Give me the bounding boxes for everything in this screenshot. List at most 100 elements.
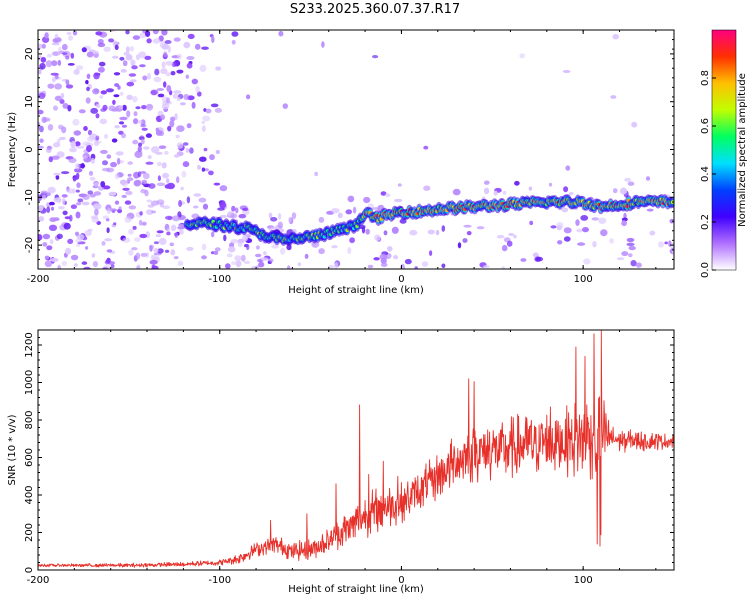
spectrogram-noise-blob [38,205,44,212]
spectrogram-noise-blob [137,146,142,152]
spectrogram-noise-blob [176,96,181,102]
spectrogram-noise-blob [226,253,233,258]
spectrogram-noise-blob [463,224,472,228]
spectrogram-noise-blob [69,214,73,222]
spectrogram-noise-blob [122,104,127,111]
spectrogram-noise-blob [142,172,150,180]
spectrogram-noise-blob [157,175,161,182]
spectrogram-noise-blob [435,229,440,236]
spectrogram-noise-blob [97,66,105,73]
spectrogram-noise-blob [72,30,78,36]
spectrogram-noise-blob [87,190,94,195]
spectrogram-noise-blob [64,216,71,220]
spectrogram-noise-blob [161,30,168,36]
spectrogram-noise-blob [46,206,51,214]
spectrogram-noise-blob [99,95,104,99]
x-tick-label: -100 [208,274,231,285]
spectrogram-noise-blob [337,212,343,219]
spectrogram-noise-blob [139,211,143,216]
spectrogram-noise-blob [291,212,297,220]
spectrogram-noise-blob [223,234,227,242]
spectrogram-noise-blob [664,241,668,245]
spectrogram-noise-blob [155,234,161,238]
spectrogram-noise-blob [111,210,116,214]
spectrogram-noise-blob [124,200,132,205]
spectrogram-noise-blob [62,210,68,216]
spectrogram-noise-blob [38,69,42,75]
spectrogram-noise-blob [180,186,184,191]
spectrogram-noise-blob [156,230,164,234]
spectrogram-noise-blob [157,248,164,254]
spectrogram-noise-blob [621,220,627,227]
spectrogram-noise-blob [138,142,143,147]
spectrogram-noise-blob [141,127,148,131]
spectrogram-noise-blob [421,261,429,267]
spectrogram-noise-blob [133,179,141,187]
spectrogram-noise-blob [164,215,173,220]
spectrogram-noise-blob [67,104,72,112]
spectrogram-noise-blob [363,196,371,204]
spectrogram-noise-blob [630,260,637,267]
spectrogram-noise-blob [173,37,181,42]
spectrogram-noise-blob [135,252,141,260]
spectrogram-noise-blob [231,31,239,37]
spectrogram-noise-blob [51,77,56,83]
spectrogram-noise-blob [372,55,379,59]
spectrogram-noise-blob [131,247,138,251]
spectrogram-noise-blob [201,46,209,50]
spectrogram-noise-blob [278,30,284,37]
spectrogram-noise-blob [106,227,110,234]
spectrogram-noise-blob [624,177,631,182]
spectrogram-noise-blob [48,224,58,231]
spectrogram-noise-blob [176,176,180,184]
spectrogram-y-ticks: 20 10 0 -10 -20 [24,29,674,270]
snr-series-line [38,330,674,568]
spectrogram-x-label: Height of straight line (km) [288,285,424,296]
spectrogram-noise-blob [111,138,118,143]
spectrogram-noise-blob [82,141,90,146]
spectrogram-noise-blob [152,30,159,35]
spectrogram-noise-blob [114,200,120,205]
spectrogram-noise-blob [54,95,63,102]
spectrogram-noise-blob [452,188,461,196]
spectrogram-noise-blob [126,81,135,87]
spectrogram-noise-blob [75,189,80,193]
spectrogram-noise-blob [70,204,77,209]
spectrogram-noise-blob [156,88,165,91]
spectrogram-noise-blob [61,43,68,51]
spectrogram-noise-blob [63,222,71,230]
spectrogram-noise-blob [158,145,167,149]
spectrogram-noise-blob [282,103,288,109]
spectrogram-noise-blob [93,53,99,58]
spectrogram-noise-blob [183,41,191,49]
spectrogram-noise-blob [514,180,520,186]
spectrogram-noise-blob [47,124,54,131]
spectrogram-noise-blob [170,249,176,256]
spectrogram-noise-blob [52,38,60,43]
spectrogram-noise-blob [75,172,80,180]
spectrogram-noise-blob [111,108,119,112]
spectrogram-noise-blob [334,262,339,269]
spectrogram-noise-blob [135,106,141,110]
spectrogram-noise-blob [119,116,128,121]
spectrogram-noise-blob [165,72,171,77]
spectrogram-noise-blob [44,32,49,39]
spectrogram-noise-blob [93,72,100,80]
spectrogram-noise-blob [202,203,209,210]
spectrogram-noise-blob [100,108,107,112]
spectrogram-noise-blob [167,125,172,132]
x-tick-label: -200 [27,274,50,285]
spectrogram-noise-blob [122,187,130,191]
spectrogram-noise-blob [163,51,168,58]
spectrogram-noise-blob [349,237,355,244]
spectrogram-noise-blob [163,81,167,88]
spectrogram-noise-blob [384,193,391,198]
spectrogram-noise-blob [85,246,89,250]
spectrogram-noise-blob [95,104,101,108]
spectrogram-noise-blob [256,245,260,250]
spectrogram-noise-blob [97,39,104,44]
spectrogram-noise-blob [82,194,90,200]
spectrogram-noise-blob [441,263,446,269]
spectrogram-noise-blob [242,207,249,211]
spectrogram-noise-blob [145,252,150,258]
